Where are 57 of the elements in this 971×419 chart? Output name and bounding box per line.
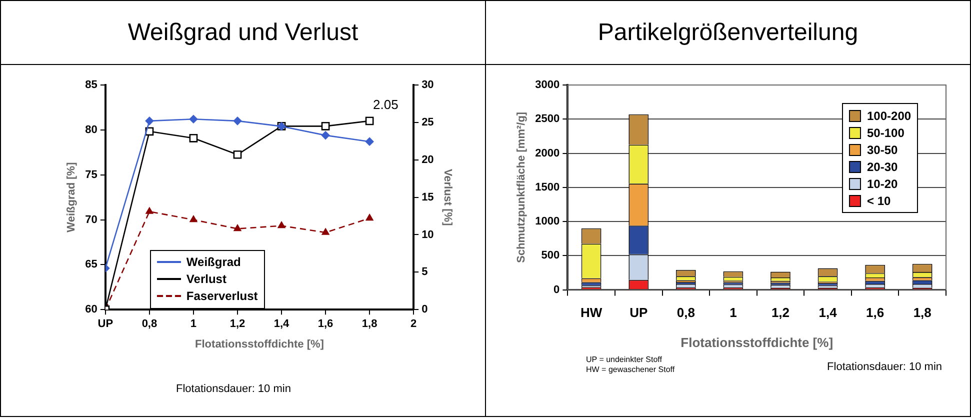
x-tick-label: 0,8 xyxy=(142,318,158,330)
legend-label: 20-30 xyxy=(867,160,898,174)
chart-title: Weißgrad und Verlust xyxy=(1,1,485,65)
y-axis-title: Schmutzpunktfläche [mm²/g] xyxy=(516,112,528,263)
annotation: 2.05 xyxy=(373,97,398,112)
y-tick-label: 2500 xyxy=(535,113,560,126)
y-tick-label: 500 xyxy=(541,250,560,262)
y-tick-label: 65 xyxy=(85,258,98,271)
y-tick-label: 75 xyxy=(85,168,98,181)
y-tick-label: 70 xyxy=(85,214,98,226)
y2-tick-label: 10 xyxy=(422,228,434,241)
x-tick-label: 1,8 xyxy=(913,305,932,320)
legend-label: 10-20 xyxy=(867,176,898,190)
chart-title: Partikelgrößenverteilung xyxy=(486,1,970,65)
legend-label: Faserverlust xyxy=(186,289,258,304)
y-tick-label: 60 xyxy=(85,304,98,316)
x-tick-label: 1 xyxy=(730,305,737,320)
x-axis-title: Flotationsstoffdichte [%] xyxy=(195,338,324,350)
y2-tick-label: 25 xyxy=(422,116,434,128)
y-tick-label: 80 xyxy=(85,124,98,136)
y-axis-title: Weißgrad [%] xyxy=(66,162,78,232)
x-tick-label: 1,6 xyxy=(866,305,884,320)
x-tick-label: 1,8 xyxy=(362,318,378,330)
legend-label: 50-100 xyxy=(867,126,904,140)
text: HW = gewaschener Stoff xyxy=(586,365,675,374)
legend-label: < 10 xyxy=(867,194,891,208)
x-tick-label: HW xyxy=(580,305,603,320)
y2-axis-title: Verlust [%] xyxy=(441,168,454,226)
y-tick-label: 85 xyxy=(85,79,98,92)
x-tick-label: 1,2 xyxy=(771,305,790,320)
x-tick-label: 1,6 xyxy=(318,318,334,330)
x-tick-label: 0,8 xyxy=(676,305,695,320)
text: Flotationsdauer: 10 min xyxy=(176,383,291,395)
x-tick-label: UP xyxy=(98,318,114,330)
x-axis-title: Flotationsstoffdichte [%] xyxy=(680,334,834,350)
x-tick-label: 1,2 xyxy=(230,318,246,330)
y2-tick-label: 5 xyxy=(422,266,428,278)
y-tick-label: 0 xyxy=(554,284,560,296)
y2-tick-label: 0 xyxy=(422,304,428,316)
y-tick-label: 2000 xyxy=(535,147,560,160)
y-tick-label: 1500 xyxy=(535,181,560,194)
x-tick-label: 1 xyxy=(190,318,197,330)
legend-label: Verlust xyxy=(186,272,226,286)
y-tick-label: 3000 xyxy=(535,79,560,92)
text: UP = undeinkter Stoff xyxy=(586,355,662,364)
legend-label: Weißgrad xyxy=(186,255,241,270)
x-tick-label: 1,4 xyxy=(818,305,838,320)
x-tick-label: 2 xyxy=(410,318,417,330)
text: Flotationsdauer: 10 min xyxy=(827,361,942,373)
y2-tick-label: 15 xyxy=(422,191,434,204)
y2-tick-label: 30 xyxy=(422,79,434,92)
legend-label: 30-50 xyxy=(867,142,898,156)
x-tick-label: UP xyxy=(630,305,648,320)
y-tick-label: 1000 xyxy=(535,216,560,228)
y2-tick-label: 20 xyxy=(422,154,434,166)
x-tick-label: 1,4 xyxy=(274,318,290,330)
legend-label: 100-200 xyxy=(867,108,912,122)
